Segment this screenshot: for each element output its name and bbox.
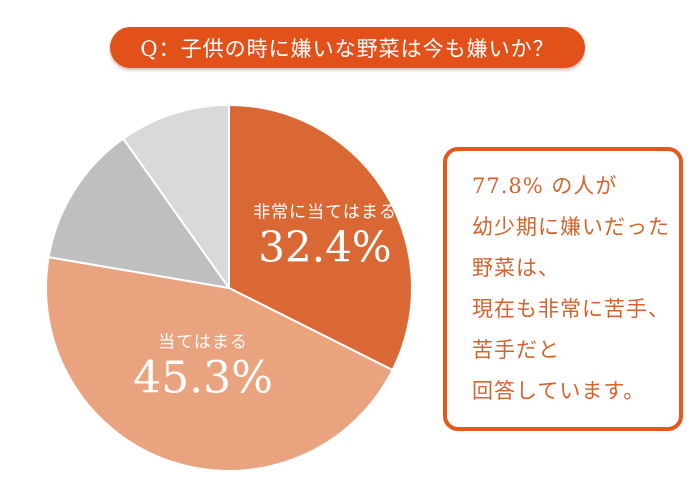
- annotation-line: 幼少期に嫌いだった: [472, 215, 670, 239]
- pie-slice-1: [45, 256, 394, 472]
- annotation-line: 77.8% の人が: [472, 174, 618, 198]
- pie-slice-3: [122, 104, 230, 289]
- pie-slice-2: [47, 137, 230, 289]
- annotation-line: 現在も非常に苦手、: [472, 297, 670, 321]
- annotation-box: 77.8% の人が 幼少期に嫌いだった 野菜は、 現在も非常に苦手、 苦手だと …: [443, 147, 683, 431]
- annotation-line: 苦手だと: [472, 338, 560, 362]
- question-title: Q：子供の時に嫌いな野菜は今も嫌いか？: [140, 36, 555, 61]
- question-banner: Q：子供の時に嫌いな野菜は今も嫌いか？: [110, 27, 585, 68]
- annotation-line: 回答しています。: [472, 379, 646, 403]
- annotation-line: 野菜は、: [472, 256, 560, 280]
- pie-slice-0: [228, 104, 413, 372]
